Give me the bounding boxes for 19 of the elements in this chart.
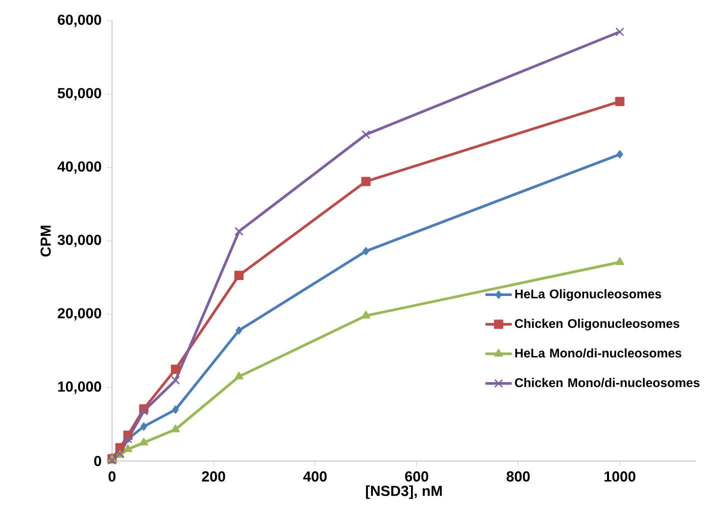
y-tick-label: 10,000 (58, 381, 102, 394)
y-tick-label: 20,000 (58, 308, 102, 320)
legend-label: HeLa Oligonucleosomes (515, 288, 662, 301)
x-axis-title: [NSD3], nM (366, 485, 442, 499)
y-tick-label: 40,000 (57, 161, 102, 174)
x-tick-label: 0 (108, 471, 116, 482)
y-tick-label: 0 (94, 456, 102, 466)
x-tick-label: 400 (303, 471, 327, 482)
legend-label: Chicken Oligonucleosomes (514, 318, 680, 330)
legend-label: Chicken Mono/di-nucleosomes (514, 378, 700, 388)
x-tick-label: 200 (202, 471, 226, 482)
y-tick-label: 30,000 (58, 234, 102, 247)
x-tick-label: 600 (405, 471, 428, 482)
x-tick-label: 800 (506, 471, 530, 482)
x-tick-label: 1000 (604, 471, 636, 482)
legend-label: HeLa Mono/di-nucleosomes (515, 348, 682, 358)
y-tick-label: 50,000 (58, 88, 102, 100)
y-axis-title: CPM (40, 225, 51, 256)
y-tick-label: 60,000 (58, 14, 102, 27)
